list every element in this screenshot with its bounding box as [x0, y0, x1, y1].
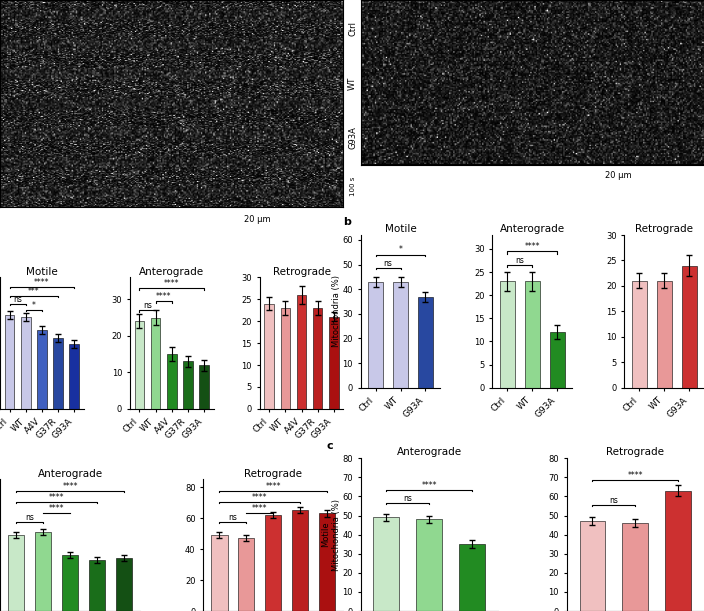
Bar: [89, 560, 105, 611]
Bar: [265, 515, 282, 611]
Bar: [393, 282, 408, 388]
Bar: [550, 332, 565, 388]
Bar: [8, 535, 24, 611]
Y-axis label: Motile
Mitochondria (%): Motile Mitochondria (%): [322, 499, 341, 571]
Text: ns: ns: [515, 255, 524, 265]
Text: ****: ****: [524, 242, 540, 251]
Text: WT: WT: [348, 76, 357, 90]
Bar: [329, 316, 339, 409]
Bar: [5, 315, 15, 409]
Bar: [665, 491, 691, 611]
Bar: [199, 365, 209, 409]
Title: Motile: Motile: [384, 224, 416, 234]
Text: ****: ****: [252, 503, 268, 513]
Title: Retrograde: Retrograde: [244, 469, 302, 478]
Text: ns: ns: [403, 494, 413, 503]
Bar: [418, 296, 433, 388]
Bar: [116, 558, 132, 611]
Text: ****: ****: [422, 481, 437, 489]
Bar: [681, 266, 696, 388]
Bar: [183, 361, 193, 409]
Text: ****: ****: [49, 503, 64, 513]
Text: ****: ****: [265, 482, 281, 491]
Title: Anterograde: Anterograde: [397, 447, 462, 458]
Text: ****: ****: [164, 279, 180, 288]
Text: ns: ns: [229, 513, 237, 522]
Bar: [35, 532, 51, 611]
Bar: [281, 308, 290, 409]
Text: *: *: [32, 301, 36, 310]
Title: Retrograde: Retrograde: [272, 266, 331, 277]
Bar: [134, 321, 144, 409]
Text: ****: ****: [252, 492, 268, 502]
Text: ns: ns: [143, 301, 152, 310]
Bar: [211, 535, 227, 611]
Bar: [319, 513, 335, 611]
Bar: [292, 510, 308, 611]
Title: Anterograde: Anterograde: [37, 469, 103, 478]
Text: ns: ns: [25, 513, 34, 522]
Text: ns: ns: [13, 295, 22, 304]
Y-axis label: Mitochondria (%): Mitochondria (%): [332, 276, 341, 348]
Text: 100 s: 100 s: [351, 177, 356, 196]
Title: Motile: Motile: [26, 266, 58, 277]
Bar: [21, 316, 30, 409]
Text: b: b: [343, 218, 351, 227]
Title: Anterograde: Anterograde: [500, 224, 565, 234]
Bar: [459, 544, 485, 611]
Title: Anterograde: Anterograde: [139, 266, 204, 277]
Bar: [500, 281, 515, 388]
Bar: [313, 308, 322, 409]
Text: ****: ****: [34, 278, 49, 287]
Bar: [657, 281, 672, 388]
Bar: [265, 304, 274, 409]
Bar: [524, 281, 540, 388]
Text: ****: ****: [156, 291, 171, 301]
Text: ns: ns: [610, 496, 618, 505]
Text: *: *: [398, 246, 403, 254]
Bar: [631, 281, 646, 388]
Title: Retrograde: Retrograde: [606, 447, 665, 458]
Text: c: c: [326, 441, 333, 451]
Text: ****: ****: [63, 482, 78, 491]
Bar: [622, 523, 648, 611]
Bar: [62, 555, 78, 611]
Bar: [54, 338, 63, 409]
Bar: [167, 354, 177, 409]
Bar: [368, 282, 383, 388]
Bar: [296, 295, 306, 409]
Bar: [373, 518, 399, 611]
Text: ****: ****: [49, 492, 64, 502]
Bar: [37, 331, 46, 409]
Text: Ctrl: Ctrl: [348, 21, 357, 35]
Bar: [416, 519, 442, 611]
Bar: [238, 538, 254, 611]
Title: Retrograde: Retrograde: [635, 224, 693, 234]
Text: ****: ****: [627, 471, 643, 480]
Text: ***: ***: [28, 287, 39, 296]
Text: ns: ns: [384, 259, 392, 268]
Text: 20 μm: 20 μm: [605, 171, 631, 180]
Bar: [579, 521, 605, 611]
Bar: [69, 344, 79, 409]
Bar: [151, 318, 161, 409]
Text: G93A: G93A: [348, 126, 357, 149]
Text: 20 μm: 20 μm: [244, 215, 271, 224]
